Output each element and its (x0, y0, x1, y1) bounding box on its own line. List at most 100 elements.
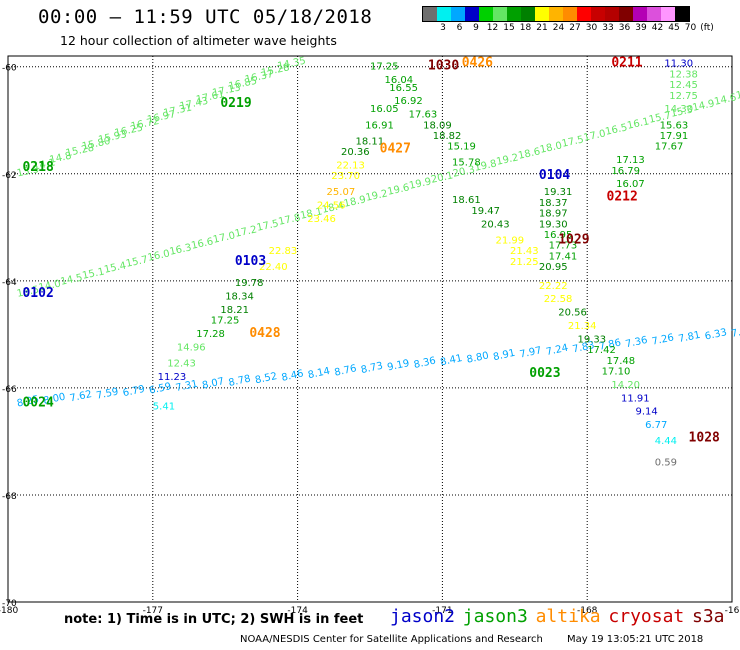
swh-value: 16.91 (365, 120, 394, 131)
colorbar-label: 15 (503, 23, 515, 33)
swh-value: 17.63 (409, 110, 438, 121)
swh-value: 20.56 (558, 308, 587, 319)
swh-value: 7.83 (572, 340, 596, 355)
y-tick-label: -66 (2, 385, 17, 395)
swh-value: 4.44 (655, 436, 677, 447)
swh-value: 17.25 (211, 316, 240, 327)
swh-value: 8.41 (439, 353, 463, 368)
swh-value: 17.5 (256, 218, 280, 233)
swh-value: 8.25 (16, 394, 40, 409)
legend-entry-altika: altika (535, 606, 601, 627)
pass-time-label: 0102 (22, 286, 53, 301)
colorbar-swatch (619, 7, 633, 21)
swh-value: 15.1 (81, 266, 105, 281)
swh-value: 14.8 (49, 151, 73, 166)
swh-value: 21.99 (495, 235, 524, 246)
swh-value: 7.86 (598, 337, 622, 352)
swh-value: 7.31 (175, 379, 199, 394)
swh-value: 6.59 (148, 381, 172, 396)
swh-value: 14.0 (38, 278, 62, 293)
swh-value: 22.22 (539, 281, 568, 292)
swh-value: 5.41 (153, 401, 175, 412)
colorbar-label: 30 (585, 23, 598, 33)
swh-value: 8.07 (201, 376, 225, 391)
swh-value: 20.3 (452, 164, 476, 179)
swh-value: 13.3 (16, 164, 40, 179)
swh-value: 19.31 (544, 187, 573, 198)
y-tick-label: -68 (2, 492, 17, 502)
swh-value: 6.77 (645, 420, 667, 431)
swh-value: 13.5 (16, 284, 40, 299)
swh-value: 8.46 (281, 368, 305, 383)
swh-value: 18.11 (356, 136, 385, 147)
swh-value: 18.34 (225, 292, 254, 303)
pass-time-label: 0428 (249, 326, 280, 341)
chart-title: 00:00 – 11:59 UTC 05/18/2018 (38, 6, 373, 28)
footer-note: note: 1) Time is in UTC; 2) SWH is in fe… (64, 612, 364, 627)
legend-entry-cryosat: cryosat (608, 606, 685, 627)
swh-value: 17.0 (212, 230, 236, 245)
swh-value: 14.9 (692, 98, 716, 113)
pass-time-label: 0103 (235, 254, 266, 269)
colorbar-label: 36 (618, 23, 631, 33)
pass-time-label: 0023 (529, 366, 560, 381)
swh-value: 14.20 (611, 380, 640, 391)
swh-value: 8.52 (254, 371, 278, 386)
swh-value: 6.79 (122, 384, 146, 399)
swh-value: 19.33 (578, 334, 607, 345)
swh-value: 17.13 (616, 155, 645, 166)
x-tick-label: -180 (0, 606, 18, 616)
x-tick-label: -177 (143, 606, 163, 616)
colorbar-swatch (493, 7, 507, 21)
swh-value: 17.67 (655, 142, 684, 153)
generation-timestamp: May 19 13:05:21 UTC 2018 (567, 634, 704, 645)
swh-value: 8.76 (333, 363, 357, 378)
chart-subtitle: 12 hour collection of altimeter wave hei… (60, 33, 337, 48)
swh-value: 19.6 (386, 182, 410, 197)
swh-value: 20.1 (430, 170, 454, 185)
colorbar-swatch (549, 7, 563, 21)
swh-value: 7.26 (651, 332, 675, 347)
swh-value: 18.9 (343, 194, 367, 209)
swh-value: 18.21 (220, 305, 249, 316)
y-tick-label: -60 (2, 64, 17, 74)
swh-value: 7.97 (519, 345, 543, 360)
colorbar-swatch (661, 7, 675, 21)
swh-value: 17.0 (583, 128, 607, 143)
colorbar-label: 12 (486, 23, 499, 33)
swh-value: 19.2 (495, 152, 519, 167)
pass-time-label: 0426 (462, 56, 493, 71)
x-tick-label: -16 (725, 606, 740, 616)
colorbar-swatch (521, 7, 535, 21)
swh-value: 22.58 (544, 294, 573, 305)
swh-value: 17.91 (660, 131, 689, 142)
swh-value: 24.56 (317, 201, 346, 212)
swh-value: 19.9 (408, 176, 432, 191)
pass-time-label: 1029 (558, 232, 589, 247)
colorbar-swatch (605, 7, 619, 21)
swh-value: 18.4 (321, 200, 345, 215)
swh-value: 20.95 (539, 262, 568, 273)
swh-value: 8.14 (307, 366, 331, 381)
swh-value: 15.7 (125, 254, 149, 269)
swh-value: 16.07 (616, 179, 645, 190)
swh-value: 15.3 (670, 104, 694, 119)
pass-time-label: 0211 (611, 56, 642, 71)
swh-value: 12.75 (669, 91, 698, 102)
swh-value: 17.42 (587, 345, 616, 356)
y-tick-label: -64 (2, 278, 17, 288)
swh-value: 22.13 (336, 160, 365, 171)
swh-value: 22.83 (269, 246, 298, 257)
swh-value: 17.73 (549, 241, 578, 252)
colorbar-swatch (535, 7, 549, 21)
swh-value: 16.95 (544, 230, 573, 241)
colorbar-label: 70 (684, 23, 697, 33)
swh-value: 17.28 (196, 329, 225, 340)
swh-value: 18.0 (539, 140, 563, 155)
swh-value: 17.10 (602, 367, 631, 378)
swh-value: 16.1 (626, 116, 650, 131)
swh-value: 17.48 (607, 356, 636, 367)
colorbar-label: 21 (536, 23, 548, 33)
legend-entry-jason2: jason2 (390, 606, 456, 627)
x-tick-label: -174 (287, 606, 308, 616)
